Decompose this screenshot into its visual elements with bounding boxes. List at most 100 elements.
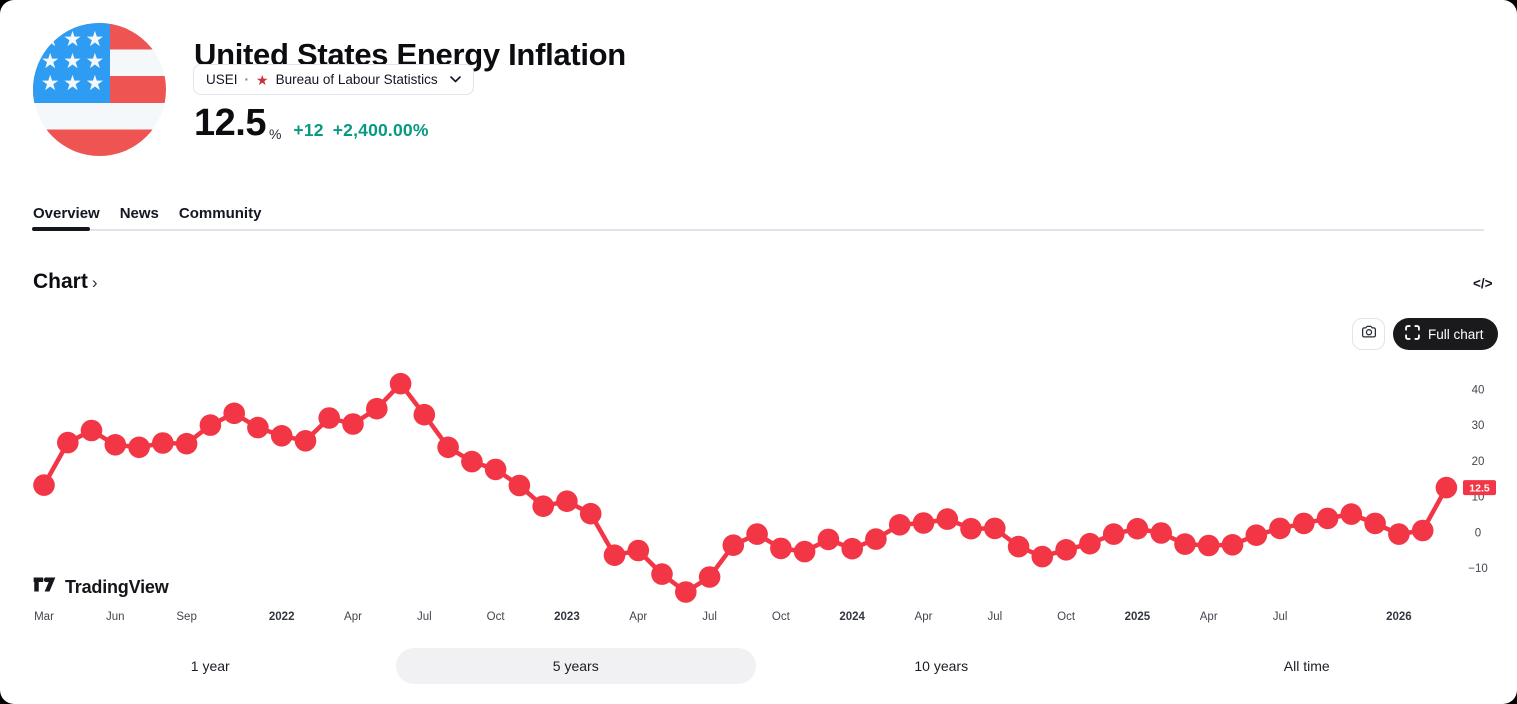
tab-community[interactable]: Community: [178, 205, 262, 222]
data-point: [80, 419, 103, 442]
data-point: [651, 563, 673, 585]
last-value-label: 12.5: [1469, 482, 1490, 494]
data-point: [1411, 519, 1434, 542]
flag-canton: [33, 23, 111, 103]
price-unit: %: [268, 125, 282, 142]
data-point: [556, 490, 578, 512]
x-axis-label: Jun: [106, 611, 125, 623]
data-point: [770, 537, 792, 560]
data-point: [1364, 512, 1386, 535]
chevron-right-icon: ›: [91, 273, 98, 292]
data-point: [1007, 535, 1030, 558]
data-point: [627, 539, 650, 562]
data-point: [294, 430, 317, 452]
data-point: [342, 413, 364, 435]
full-chart-label: Full chart: [1428, 326, 1484, 342]
series-line: [42, 381, 1449, 595]
tradingview-attribution[interactable]: TradingView: [33, 575, 169, 599]
x-axis-label: 2024: [839, 611, 865, 623]
data-point: [1388, 523, 1410, 545]
x-axis-label: Apr: [629, 611, 647, 623]
range-1-year[interactable]: 1 year: [190, 658, 230, 674]
x-axis-label: Jul: [987, 611, 1002, 623]
source-name: Bureau of Labour Statistics: [275, 72, 438, 87]
embed-code-icon[interactable]: </>: [1473, 276, 1493, 291]
data-point: [1221, 534, 1244, 556]
camera-icon: [1360, 323, 1378, 346]
dot-separator: ·: [244, 72, 250, 87]
data-point: [461, 450, 483, 473]
x-axis-label: Oct: [772, 611, 791, 623]
data-point: [413, 403, 436, 426]
range-all-time[interactable]: All time: [1283, 658, 1330, 674]
data-point: [152, 432, 174, 454]
tradingview-brand: TradingView: [65, 576, 169, 597]
data-point: [270, 425, 293, 447]
data-point: [33, 474, 55, 496]
data-point: [1316, 507, 1339, 530]
tab-overview[interactable]: Overview: [33, 205, 100, 222]
price-row: 12.5 % +12 +2,400.00%: [194, 102, 438, 146]
data-point: [793, 540, 816, 563]
x-axis-label: Jul: [1273, 611, 1288, 623]
y-axis-label: 20: [1472, 456, 1485, 468]
tab-bar: Overview News Community: [33, 205, 261, 231]
data-point: [1197, 534, 1220, 557]
x-axis-label: Apr: [915, 611, 933, 623]
x-axis-label: Jul: [417, 611, 432, 623]
data-point: [1079, 532, 1101, 555]
last-value-badge: [1463, 480, 1496, 496]
data-point: [675, 581, 697, 603]
x-axis-label: Sep: [176, 611, 196, 623]
data-point: [1126, 517, 1149, 540]
data-point: [1055, 539, 1077, 561]
data-point: [579, 502, 602, 525]
data-point: [57, 431, 79, 454]
change-percent: +2,400.00%: [332, 119, 429, 140]
data-point: [175, 432, 198, 455]
data-point: [1174, 533, 1196, 555]
range-5-years[interactable]: 5 years: [395, 648, 756, 684]
data-point: [603, 544, 626, 566]
data-point: [888, 514, 911, 536]
snapshot-button[interactable]: [1352, 318, 1385, 350]
x-axis-label: 2026: [1386, 611, 1412, 623]
tab-news[interactable]: News: [119, 205, 159, 222]
tradingview-logo-icon: [33, 575, 56, 599]
x-axis-label: Oct: [487, 611, 506, 623]
symbol-source-selector[interactable]: USEI · ★ Bureau of Labour Statistics: [193, 64, 474, 95]
y-axis-label: 40: [1472, 384, 1485, 396]
data-point: [484, 458, 507, 481]
data-point: [984, 517, 1006, 540]
data-point: [247, 416, 269, 439]
us-flag-icon: [33, 23, 166, 156]
range-10-years[interactable]: 10 years: [914, 658, 969, 674]
y-axis-label: 0: [1475, 527, 1481, 539]
chart-section-link[interactable]: Chart ›: [33, 270, 98, 294]
symbol-code: USEI: [206, 72, 238, 87]
full-chart-button[interactable]: Full chart: [1393, 318, 1498, 350]
data-point: [199, 414, 222, 436]
data-point: [532, 495, 554, 517]
x-axis-label: 2025: [1125, 611, 1151, 623]
data-point: [104, 434, 127, 456]
data-point: [912, 512, 935, 534]
data-point: [1340, 503, 1363, 525]
price-value: 12.5: [194, 102, 266, 144]
data-point: [366, 397, 388, 420]
data-point: [817, 528, 840, 551]
x-axis-label: 2023: [554, 611, 580, 623]
data-point: [1293, 512, 1315, 535]
x-axis-label: Mar: [34, 611, 54, 623]
data-point: [960, 517, 982, 540]
data-point: [698, 566, 721, 588]
data-point: [389, 372, 412, 395]
data-point: [318, 407, 341, 429]
data-point: [841, 537, 863, 560]
price-change: +12 +2,400.00%: [293, 120, 437, 141]
data-point: [1435, 476, 1458, 499]
data-point: [936, 508, 959, 530]
y-axis-label: −10: [1468, 563, 1488, 575]
